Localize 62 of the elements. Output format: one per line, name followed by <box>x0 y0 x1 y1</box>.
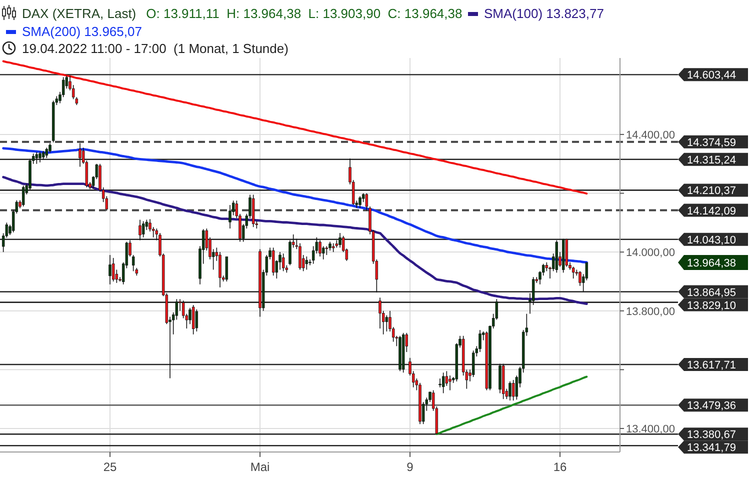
x-tick-label: Mai <box>250 460 270 474</box>
candlestick <box>318 240 322 257</box>
ref-line-label: 13.479,36 <box>687 400 736 412</box>
y-tick-label: 13.800,00 <box>626 306 675 318</box>
candlestick <box>35 152 38 164</box>
candlestick <box>448 375 452 391</box>
y-tick-label: 13.400,00 <box>626 423 675 436</box>
ref-line-label: 14.603,44 <box>687 70 736 82</box>
candlestick <box>225 256 228 282</box>
candlestick <box>438 378 442 388</box>
candlestick <box>218 252 222 288</box>
ref-line-label: 13.341,79 <box>687 442 736 454</box>
ref-line-label: 13.380,67 <box>687 429 736 442</box>
candlestick <box>108 254 112 285</box>
candlestick <box>228 204 232 229</box>
candlestick <box>472 350 475 378</box>
text: 19.04.2022 11:00 - 17:00 (1 Monat, 1 Stunde) <box>22 41 288 56</box>
legend-label: SMA(100) 13.823,77 <box>484 6 604 21</box>
candlestick <box>192 304 195 335</box>
candlestick <box>508 381 512 401</box>
candlestick <box>338 232 342 248</box>
line-series <box>436 376 588 436</box>
candlestick <box>512 380 515 401</box>
ref-line-label: 14.374,59 <box>687 136 736 149</box>
candlestick <box>78 142 82 168</box>
text: 13.964,38 <box>687 258 736 270</box>
candlestick <box>282 253 285 272</box>
candlestick <box>45 147 48 158</box>
line-series <box>2 60 588 195</box>
y-tick-label: 14.400,00 <box>626 129 675 142</box>
chart-subtitle: O: 13.911,11 H: 13.964,38 L: 13.903,90 C: 13.964,38 <box>146 6 462 21</box>
ref-line-label: 14.210,37 <box>687 185 736 198</box>
x-tick-label: 9 <box>406 460 414 474</box>
y-tick-label: 14.000,00 <box>626 247 675 260</box>
ref-line-label: 13.617,71 <box>687 359 736 372</box>
candlestick <box>498 363 502 394</box>
candlestick <box>272 247 275 276</box>
line-series <box>2 176 588 306</box>
ref-line-label: 14.142,09 <box>687 205 736 218</box>
candlestick <box>112 258 115 282</box>
candlestick <box>38 151 42 163</box>
candlestick <box>478 330 482 352</box>
candlestick <box>442 372 445 394</box>
ref-line-label: 13.864,95 <box>687 286 736 299</box>
x-tick-label: 25 <box>103 460 117 474</box>
ref-line-label: 14.043,10 <box>687 234 736 246</box>
candlestick <box>138 219 142 241</box>
x-tick-label: 16 <box>553 460 567 474</box>
candlestick <box>195 308 198 332</box>
candlestick <box>305 256 308 270</box>
candlestick <box>298 242 302 270</box>
ref-line-label: 14.315,24 <box>687 154 736 166</box>
candlestick <box>385 314 388 332</box>
ref-line-label: 13.829,10 <box>687 300 736 312</box>
candlestick <box>142 220 145 238</box>
candlestick <box>22 185 25 207</box>
chart-title: DAX (XETRA, Last) <box>22 6 136 21</box>
candlestick <box>358 196 362 208</box>
candlestick <box>322 246 325 260</box>
candlestick <box>445 370 448 386</box>
legend-label: SMA(200) 13.965,07 <box>22 24 142 39</box>
candlestick <box>572 266 575 279</box>
